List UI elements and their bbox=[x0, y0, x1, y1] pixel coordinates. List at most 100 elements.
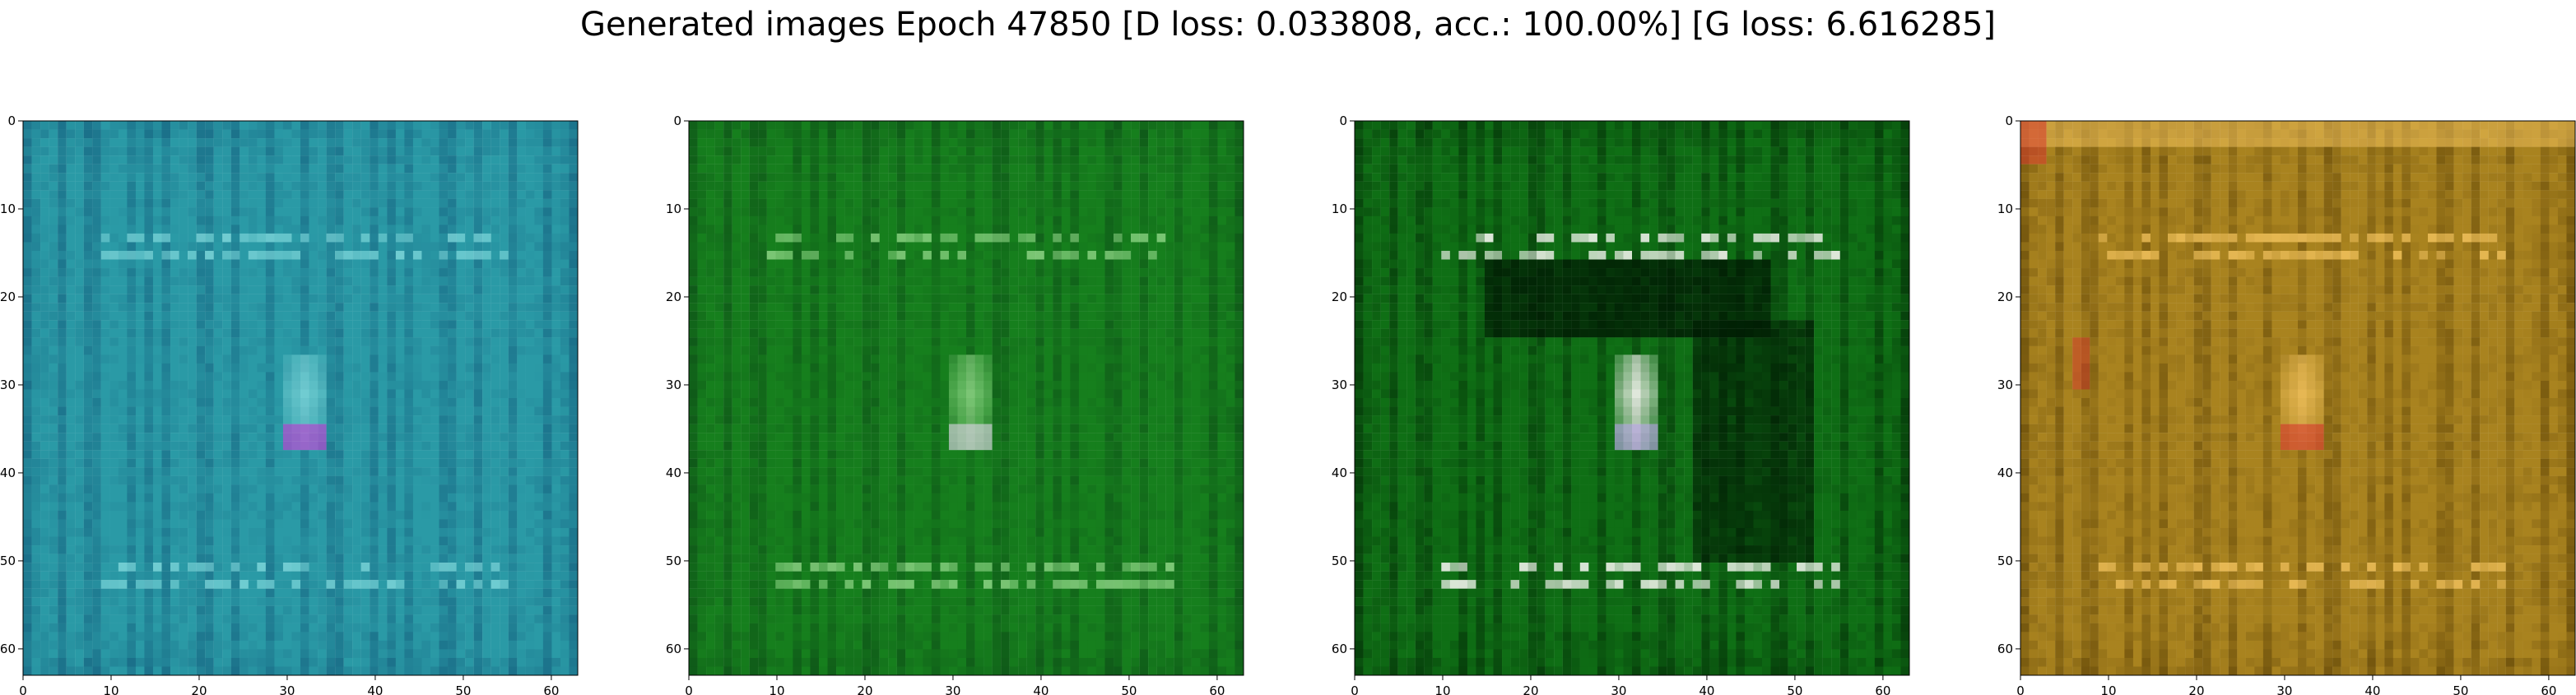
image-pixel bbox=[508, 129, 518, 139]
image-pixel bbox=[560, 398, 570, 407]
image-pixel bbox=[473, 640, 483, 650]
image-pixel bbox=[1191, 164, 1201, 174]
image-pixel bbox=[196, 215, 206, 225]
image-pixel bbox=[343, 536, 353, 546]
image-pixel bbox=[387, 527, 396, 537]
image-pixel bbox=[161, 215, 171, 225]
image-pixel bbox=[135, 502, 145, 512]
image-pixel bbox=[213, 233, 223, 243]
image-pixel bbox=[40, 354, 49, 364]
image-pixel bbox=[230, 138, 240, 147]
image-pixel bbox=[542, 510, 552, 520]
image-pixel bbox=[456, 657, 466, 667]
image-pixel bbox=[983, 164, 993, 174]
image-pixel bbox=[109, 190, 119, 199]
image-pixel bbox=[326, 242, 336, 252]
image-pixel bbox=[230, 303, 240, 312]
image-pixel bbox=[291, 303, 301, 312]
image-pixel bbox=[23, 173, 32, 182]
image-pixel bbox=[335, 475, 344, 485]
image-pixel bbox=[534, 519, 544, 529]
image-pixel bbox=[109, 571, 119, 581]
image-pixel bbox=[152, 571, 162, 581]
image-pixel bbox=[482, 215, 491, 225]
image-pixel bbox=[179, 563, 188, 572]
image-pixel bbox=[1156, 138, 1166, 147]
image-pixel bbox=[118, 129, 128, 139]
image-pixel bbox=[1217, 215, 1227, 225]
image-pixel bbox=[983, 225, 993, 234]
image-pixel bbox=[888, 173, 897, 182]
image-pixel bbox=[23, 276, 32, 286]
image-pixel bbox=[300, 294, 309, 303]
image-pixel bbox=[257, 250, 267, 260]
image-pixel bbox=[1018, 121, 1027, 130]
image-pixel bbox=[118, 215, 128, 225]
image-pixel bbox=[230, 380, 240, 390]
image-pixel bbox=[491, 475, 500, 485]
image-pixel bbox=[170, 467, 179, 476]
image-pixel bbox=[430, 632, 439, 642]
image-pixel bbox=[1087, 121, 1097, 130]
image-pixel bbox=[179, 155, 188, 164]
image-pixel bbox=[196, 190, 206, 199]
image-pixel bbox=[395, 450, 405, 459]
image-pixel bbox=[326, 545, 336, 554]
image-pixel bbox=[100, 250, 110, 260]
image-pixel bbox=[542, 580, 552, 589]
image-pixel bbox=[343, 588, 353, 598]
image-pixel bbox=[360, 259, 370, 269]
image-pixel bbox=[205, 415, 214, 424]
image-pixel bbox=[412, 640, 422, 650]
image-pixel bbox=[1078, 198, 1088, 208]
image-pixel bbox=[23, 354, 32, 364]
image-pixel bbox=[343, 640, 353, 650]
image-pixel bbox=[66, 320, 76, 329]
image-pixel bbox=[378, 458, 388, 468]
image-pixel bbox=[836, 198, 845, 208]
image-pixel bbox=[491, 597, 500, 606]
image-pixel bbox=[525, 121, 535, 130]
image-pixel bbox=[456, 121, 466, 130]
image-pixel bbox=[482, 623, 491, 632]
image-pixel bbox=[222, 173, 231, 182]
image-pixel bbox=[239, 614, 249, 623]
image-pixel bbox=[689, 146, 698, 156]
image-pixel bbox=[309, 155, 319, 164]
image-pixel bbox=[412, 121, 422, 130]
image-pixel bbox=[793, 215, 802, 225]
image-pixel bbox=[239, 311, 249, 321]
image-pixel bbox=[500, 554, 509, 563]
image-pixel bbox=[291, 458, 301, 468]
image-pixel bbox=[83, 666, 93, 676]
image-pixel bbox=[213, 198, 223, 208]
image-pixel bbox=[109, 250, 119, 260]
image-pixel bbox=[732, 215, 742, 225]
image-pixel bbox=[265, 441, 275, 451]
image-pixel bbox=[871, 225, 880, 234]
image-pixel bbox=[465, 450, 474, 459]
image-pixel bbox=[40, 433, 49, 442]
image-pixel bbox=[439, 441, 449, 451]
image-pixel bbox=[127, 250, 137, 260]
image-pixel bbox=[58, 164, 67, 174]
image-pixel bbox=[360, 623, 370, 632]
image-pixel bbox=[766, 173, 776, 182]
image-pixel bbox=[66, 441, 76, 451]
image-pixel bbox=[335, 519, 344, 529]
image-pixel bbox=[534, 268, 544, 277]
image-pixel bbox=[309, 303, 319, 312]
image-pixel bbox=[732, 146, 742, 156]
image-pixel bbox=[75, 215, 84, 225]
image-pixel bbox=[732, 164, 742, 174]
image-pixel bbox=[360, 640, 370, 650]
image-pixel bbox=[265, 580, 275, 589]
image-pixel bbox=[118, 657, 128, 667]
image-pixel bbox=[109, 649, 119, 659]
image-pixel bbox=[23, 493, 32, 503]
image-pixel bbox=[40, 389, 49, 399]
image-pixel bbox=[318, 467, 327, 476]
image-pixel bbox=[118, 450, 128, 459]
image-pixel bbox=[75, 563, 84, 572]
image-pixel bbox=[404, 164, 414, 174]
